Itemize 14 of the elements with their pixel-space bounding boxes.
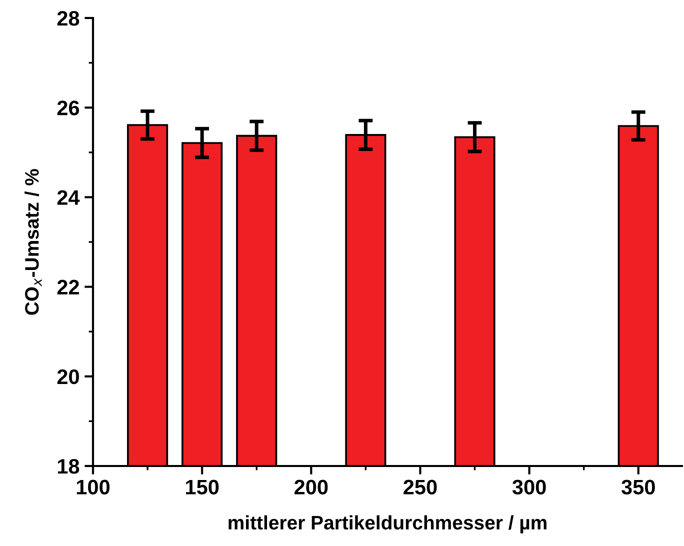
y-tick-label: 28	[57, 11, 80, 26]
x-tick-label: 100	[76, 480, 110, 494]
y-tick-label: 22	[57, 280, 79, 294]
x-tick-label: 150	[186, 480, 219, 494]
x-tick-label: 200	[294, 480, 328, 494]
x-tick-label: 350	[621, 480, 655, 495]
y-tick-label: 18	[58, 459, 80, 474]
y-tick-label: 20	[57, 369, 79, 384]
x-tick-label: 300	[512, 480, 546, 495]
y-tick-label: 26	[57, 100, 80, 116]
x-tick-label: 250	[404, 480, 437, 494]
y-tick-label: 24	[57, 190, 80, 205]
y-axis-title: CO$_{x}$-Umsatz / %	[24, 169, 42, 315]
x-axis-title: mittlerer Partikeldurchmesser / µm	[228, 515, 546, 534]
